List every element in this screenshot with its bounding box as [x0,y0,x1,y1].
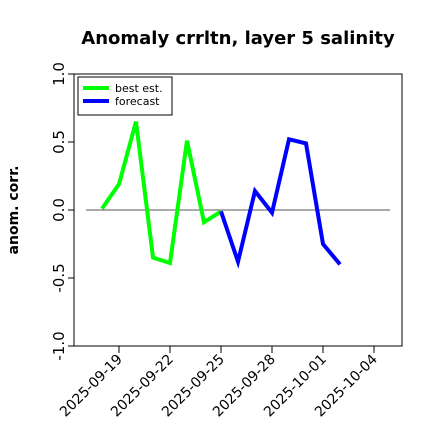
series-line-forecast [219,136,342,269]
legend-box [77,76,173,116]
y-tick-label: 0.0 [50,198,68,222]
legend-label: best est. [115,82,163,95]
y-tick-label: -1.0 [50,331,68,360]
y-tick-label: -0.5 [50,263,68,292]
series-layer [100,121,342,269]
y-tick-label: 1.0 [50,62,68,86]
y-axis: -1.0 -0.5 0.0 0.5 1.0 [50,62,74,361]
legend: best est.forecast [77,76,173,116]
y-tick-label: 0.5 [50,130,68,154]
chart-title: Anomaly crrltn, layer 5 salinity [81,28,395,49]
legend-label: forecast [115,95,160,108]
x-axis: 2025-09-192025-09-222025-09-252025-09-28… [57,346,381,420]
series-line-best-est [100,121,223,266]
y-axis-label: anom. corr. [6,166,22,255]
